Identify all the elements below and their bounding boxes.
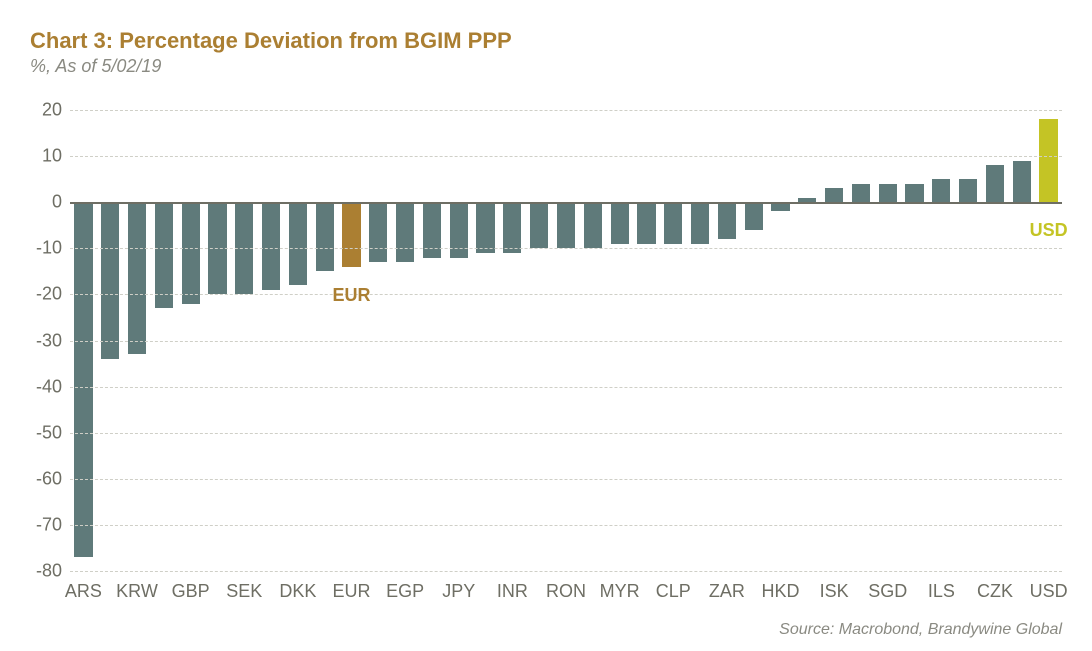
bar [155, 202, 173, 308]
bar [342, 202, 360, 267]
y-axis-label: -60 [36, 468, 70, 489]
y-axis-label: -70 [36, 514, 70, 535]
y-axis-label: -50 [36, 422, 70, 443]
x-axis-label: ISK [820, 571, 849, 602]
chart-source: Source: Macrobond, Brandywine Global [779, 621, 1062, 639]
bar [369, 202, 387, 262]
bar [664, 202, 682, 243]
gridline [70, 110, 1062, 111]
bar [316, 202, 334, 271]
bar [74, 202, 92, 557]
bar [637, 202, 655, 243]
gridline [70, 294, 1062, 295]
bar [611, 202, 629, 243]
x-axis-label: SEK [226, 571, 262, 602]
x-axis-label: GBP [172, 571, 210, 602]
bar [959, 179, 977, 202]
x-axis-label: EGP [386, 571, 424, 602]
x-axis-label: JPY [442, 571, 475, 602]
y-axis-label: -30 [36, 330, 70, 351]
gridline [70, 156, 1062, 157]
bar [1039, 119, 1057, 202]
x-axis-label: CZK [977, 571, 1013, 602]
bar [557, 202, 575, 248]
bar [503, 202, 521, 253]
bar [262, 202, 280, 290]
gridline [70, 433, 1062, 434]
gridline [70, 479, 1062, 480]
bar [128, 202, 146, 354]
gridline [70, 341, 1062, 342]
zero-line [70, 202, 1062, 204]
x-axis-label: ZAR [709, 571, 745, 602]
bar [530, 202, 548, 248]
bar [825, 188, 843, 202]
bar [718, 202, 736, 239]
bar [691, 202, 709, 243]
bar [852, 184, 870, 202]
gridline [70, 525, 1062, 526]
y-axis-label: 20 [42, 100, 70, 121]
x-axis-label: KRW [116, 571, 158, 602]
bar [289, 202, 307, 285]
bar-callout: USD [1030, 220, 1068, 241]
y-axis-label: 0 [52, 192, 70, 213]
bar [879, 184, 897, 202]
bar [476, 202, 494, 253]
gridline [70, 387, 1062, 388]
bar [745, 202, 763, 230]
bar [905, 184, 923, 202]
x-axis-label: SGD [868, 571, 907, 602]
bar [1013, 161, 1031, 202]
x-axis-label: CLP [656, 571, 691, 602]
bar [182, 202, 200, 303]
y-axis-label: -10 [36, 238, 70, 259]
bar [396, 202, 414, 262]
bar [101, 202, 119, 359]
x-axis-label: INR [497, 571, 528, 602]
gridline [70, 248, 1062, 249]
bar-callout: EUR [332, 285, 370, 306]
y-axis-label: -20 [36, 284, 70, 305]
x-axis-label: HKD [761, 571, 799, 602]
y-axis-label: 10 [42, 146, 70, 167]
y-axis-label: -40 [36, 376, 70, 397]
chart-subtitle: %, As of 5/02/19 [30, 56, 1062, 77]
x-axis-label: DKK [279, 571, 316, 602]
ppp-deviation-chart: Chart 3: Percentage Deviation from BGIM … [0, 0, 1092, 651]
x-axis-label: USD [1030, 571, 1068, 602]
x-axis-label: ARS [65, 571, 102, 602]
bar [932, 179, 950, 202]
bar [584, 202, 602, 248]
chart-title: Chart 3: Percentage Deviation from BGIM … [30, 28, 1062, 54]
x-axis-label: RON [546, 571, 586, 602]
x-axis-label: MYR [600, 571, 640, 602]
plot-area: 20100-10-20-30-40-50-60-70-80ARSKRWGBPSE… [70, 110, 1062, 571]
x-axis-label: EUR [332, 571, 370, 602]
bar [986, 165, 1004, 202]
x-axis-label: ILS [928, 571, 955, 602]
